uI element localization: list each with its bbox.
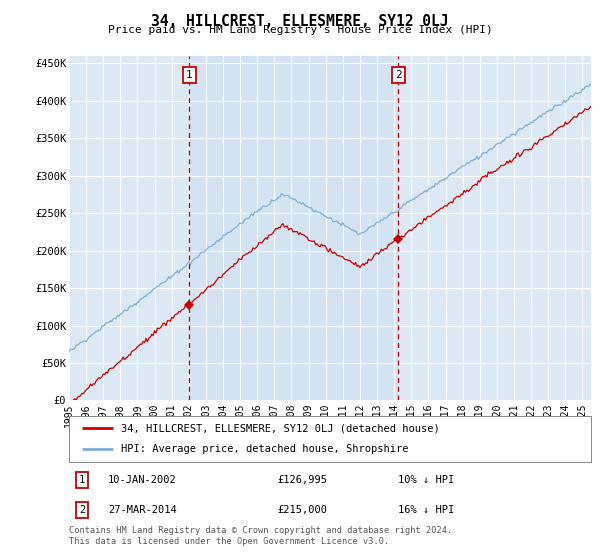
- Text: 2: 2: [395, 69, 401, 80]
- Text: 1: 1: [186, 69, 193, 80]
- Text: 10% ↓ HPI: 10% ↓ HPI: [398, 475, 454, 485]
- Text: 34, HILLCREST, ELLESMERE, SY12 0LJ (detached house): 34, HILLCREST, ELLESMERE, SY12 0LJ (deta…: [121, 423, 440, 433]
- Bar: [190, 56, 398, 400]
- Text: £215,000: £215,000: [278, 505, 328, 515]
- Text: £126,995: £126,995: [278, 475, 328, 485]
- Text: 34, HILLCREST, ELLESMERE, SY12 0LJ: 34, HILLCREST, ELLESMERE, SY12 0LJ: [151, 14, 449, 29]
- Text: 2: 2: [79, 505, 85, 515]
- Text: Price paid vs. HM Land Registry's House Price Index (HPI): Price paid vs. HM Land Registry's House …: [107, 25, 493, 35]
- Text: 10-JAN-2002: 10-JAN-2002: [108, 475, 177, 485]
- Text: Contains HM Land Registry data © Crown copyright and database right 2024.
This d: Contains HM Land Registry data © Crown c…: [69, 526, 452, 546]
- Text: 16% ↓ HPI: 16% ↓ HPI: [398, 505, 454, 515]
- Text: 27-MAR-2014: 27-MAR-2014: [108, 505, 177, 515]
- Text: 1: 1: [79, 475, 85, 485]
- Text: HPI: Average price, detached house, Shropshire: HPI: Average price, detached house, Shro…: [121, 445, 409, 455]
